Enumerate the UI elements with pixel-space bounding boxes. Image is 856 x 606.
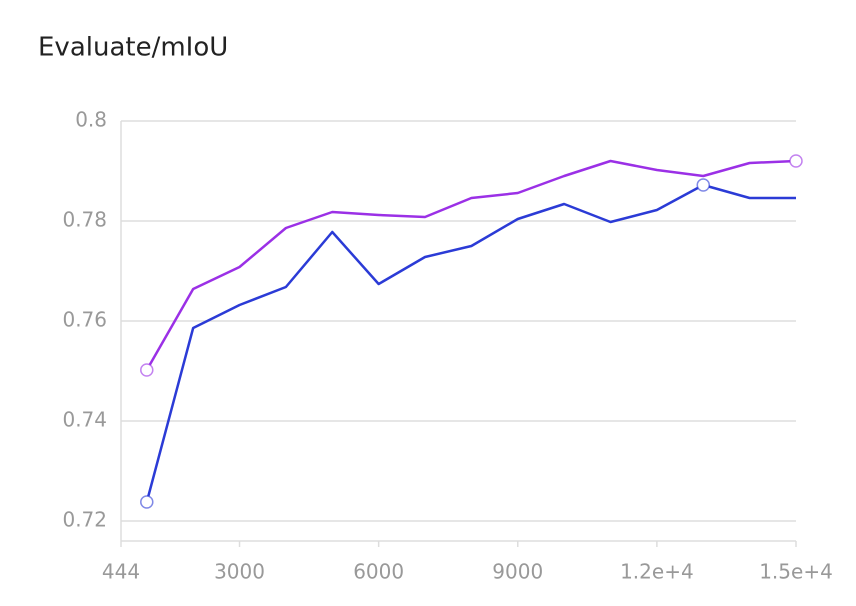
line-series <box>145 183 796 503</box>
x-tick-label: 9000 <box>492 560 543 584</box>
x-tick-label: 1.2e+4 <box>620 560 694 584</box>
x-tick-label: 1.5e+4 <box>759 560 833 584</box>
y-tick-label: 0.76 <box>62 308 107 332</box>
point-marker <box>140 363 154 377</box>
y-tick-label: 0.78 <box>62 208 107 232</box>
x-tick-label: 444 <box>102 560 140 584</box>
y-tick-label: 0.72 <box>62 508 107 532</box>
y-tick-label: 0.74 <box>62 408 107 432</box>
x-tick-label: 3000 <box>214 560 265 584</box>
chart-title: Evaluate/mIoU <box>38 33 228 63</box>
point-marker <box>789 154 803 168</box>
x-tick-label: 6000 <box>353 560 404 584</box>
y-tick-label: 0.8 <box>75 108 107 132</box>
point-marker <box>696 178 711 192</box>
line-series <box>145 159 797 371</box>
point-marker <box>140 495 154 509</box>
